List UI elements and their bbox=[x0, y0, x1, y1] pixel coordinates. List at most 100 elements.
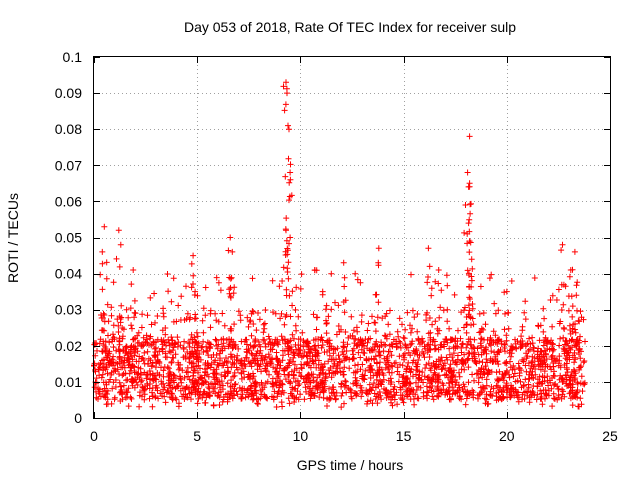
data-point bbox=[262, 353, 269, 360]
data-point bbox=[295, 313, 302, 320]
data-point bbox=[195, 369, 202, 376]
data-point bbox=[483, 382, 490, 389]
data-point bbox=[576, 403, 582, 410]
data-point bbox=[105, 332, 111, 339]
data-point bbox=[273, 349, 280, 356]
data-point bbox=[184, 384, 191, 391]
data-point bbox=[399, 321, 405, 328]
data-point bbox=[461, 229, 468, 236]
data-point bbox=[413, 346, 420, 352]
data-point bbox=[293, 365, 300, 372]
data-point bbox=[445, 367, 452, 374]
data-point bbox=[239, 365, 246, 372]
data-point bbox=[149, 389, 155, 396]
data-point bbox=[423, 361, 430, 368]
data-point bbox=[275, 341, 282, 348]
data-point bbox=[548, 385, 555, 392]
data-point bbox=[504, 387, 510, 393]
data-point bbox=[440, 362, 447, 369]
data-point bbox=[163, 389, 170, 396]
data-point bbox=[335, 302, 342, 309]
data-point bbox=[120, 382, 127, 389]
data-point bbox=[131, 309, 138, 316]
data-point bbox=[570, 321, 577, 328]
data-point bbox=[466, 249, 473, 256]
data-point bbox=[426, 315, 433, 321]
data-point bbox=[170, 344, 177, 351]
data-point bbox=[233, 364, 240, 371]
data-point bbox=[326, 385, 332, 392]
data-point bbox=[194, 333, 201, 340]
data-point bbox=[378, 396, 385, 403]
data-point bbox=[405, 391, 411, 398]
data-point bbox=[450, 387, 457, 394]
data-point bbox=[227, 275, 234, 282]
data-point bbox=[458, 349, 465, 356]
data-point bbox=[569, 325, 576, 332]
data-point bbox=[486, 369, 492, 376]
data-point bbox=[352, 390, 359, 397]
data-point bbox=[501, 341, 508, 348]
data-point bbox=[200, 329, 207, 336]
data-point bbox=[338, 404, 345, 411]
y-axis-label: ROTI / TECUs bbox=[5, 193, 21, 283]
data-point bbox=[470, 394, 477, 401]
data-point bbox=[119, 333, 126, 340]
data-point bbox=[333, 389, 340, 396]
data-point bbox=[202, 284, 209, 291]
data-point bbox=[274, 393, 281, 400]
data-point bbox=[159, 348, 166, 355]
data-point bbox=[442, 336, 449, 343]
data-point bbox=[212, 310, 219, 317]
data-point bbox=[258, 355, 265, 362]
data-point bbox=[197, 374, 203, 381]
data-point bbox=[283, 79, 289, 86]
data-point bbox=[486, 275, 493, 282]
data-point bbox=[228, 377, 235, 384]
data-point bbox=[357, 366, 364, 373]
data-point bbox=[313, 383, 320, 390]
data-point bbox=[169, 396, 176, 403]
data-point bbox=[503, 359, 510, 365]
data-point bbox=[528, 372, 535, 379]
data-point bbox=[552, 357, 559, 364]
data-point bbox=[133, 379, 140, 386]
data-point bbox=[286, 371, 293, 378]
data-point bbox=[195, 376, 202, 383]
data-point bbox=[288, 390, 295, 397]
data-point bbox=[141, 349, 148, 356]
data-point bbox=[112, 384, 119, 390]
data-point bbox=[206, 389, 213, 396]
data-point bbox=[313, 364, 320, 371]
data-point bbox=[363, 390, 370, 397]
data-point bbox=[342, 355, 349, 362]
data-point bbox=[211, 359, 217, 366]
data-point bbox=[332, 299, 338, 306]
data-point bbox=[396, 353, 403, 360]
data-point bbox=[464, 169, 471, 176]
data-point bbox=[296, 369, 303, 376]
data-point bbox=[118, 314, 125, 321]
data-point bbox=[410, 373, 416, 380]
data-point bbox=[237, 312, 244, 319]
data-point bbox=[467, 201, 474, 208]
data-point bbox=[465, 355, 472, 362]
data-point bbox=[563, 364, 570, 371]
data-point bbox=[246, 360, 253, 367]
data-point bbox=[326, 370, 333, 377]
data-point bbox=[247, 317, 254, 324]
data-point bbox=[199, 317, 206, 324]
data-point bbox=[148, 363, 155, 370]
data-point bbox=[539, 360, 546, 367]
data-point bbox=[426, 263, 433, 270]
data-point bbox=[166, 348, 173, 355]
data-point bbox=[183, 369, 190, 376]
data-point bbox=[277, 362, 284, 369]
data-point bbox=[127, 305, 134, 312]
data-point bbox=[449, 354, 456, 361]
data-point bbox=[519, 327, 526, 334]
y-tick-label: 0.02 bbox=[55, 338, 82, 354]
data-point bbox=[394, 401, 401, 408]
data-point bbox=[234, 352, 241, 359]
data-point bbox=[448, 378, 455, 385]
